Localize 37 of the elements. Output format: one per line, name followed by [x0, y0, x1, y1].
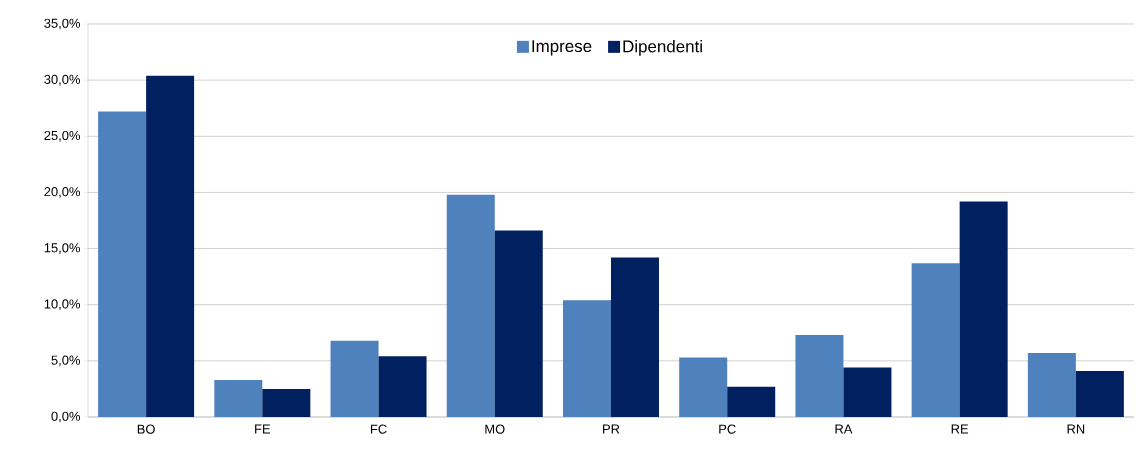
legend-label: Imprese — [532, 40, 592, 56]
x-tick-label: FC — [370, 424, 387, 434]
bar — [1027, 353, 1076, 417]
bar — [378, 356, 427, 417]
bar — [911, 263, 960, 417]
y-tick-label: 30,0% — [44, 74, 81, 86]
bar — [562, 300, 611, 417]
bar — [262, 388, 311, 417]
x-tick-label: FE — [255, 424, 271, 434]
bar — [843, 367, 892, 417]
y-tick-label: 5,0% — [51, 355, 81, 367]
x-tick-label: RA — [835, 424, 853, 434]
x-tick-label: RN — [1067, 424, 1085, 434]
y-tick-label: 10,0% — [44, 299, 81, 311]
bar — [494, 230, 543, 417]
bar — [446, 194, 495, 417]
x-tick-label: RE — [951, 424, 969, 434]
y-tick-label: 0,0% — [51, 411, 81, 423]
x-tick-label: BO — [137, 424, 155, 434]
y-tick-label: 35,0% — [44, 18, 81, 30]
bar — [1075, 370, 1124, 417]
y-tick-label: 20,0% — [44, 187, 81, 198]
legend-label: Dipendenti — [623, 39, 702, 56]
bar — [330, 340, 379, 417]
x-tick-label: MO — [485, 424, 505, 434]
x-tick-label: PC — [719, 424, 736, 434]
bar — [679, 357, 728, 417]
bar — [146, 75, 195, 417]
y-tick-label: 15,0% — [44, 243, 81, 254]
bar — [98, 111, 147, 417]
x-tick-label: PR — [603, 424, 620, 434]
bar — [959, 201, 1008, 417]
bar — [795, 335, 844, 417]
bar — [610, 257, 659, 417]
y-tick-label: 25,0% — [44, 130, 81, 142]
bar — [727, 386, 776, 417]
bar — [214, 379, 263, 417]
